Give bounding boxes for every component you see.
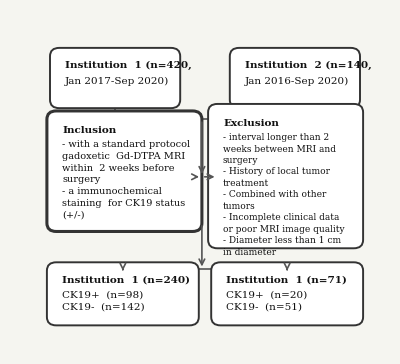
Text: Institution  1 (n=240): Institution 1 (n=240) — [62, 276, 190, 285]
FancyBboxPatch shape — [211, 262, 363, 325]
Text: Institution  1 (n=71): Institution 1 (n=71) — [226, 276, 347, 285]
Text: Exclusion: Exclusion — [223, 119, 279, 127]
FancyBboxPatch shape — [50, 48, 180, 108]
Text: Jan 2016-Sep 2020): Jan 2016-Sep 2020) — [245, 77, 349, 86]
Text: - interval longer than 2
weeks between MRI and
surgery
- History of local tumor
: - interval longer than 2 weeks between M… — [223, 133, 345, 257]
Text: CK19+  (n=98)
CK19-  (n=142): CK19+ (n=98) CK19- (n=142) — [62, 290, 144, 311]
Text: Inclusion: Inclusion — [62, 126, 117, 135]
FancyBboxPatch shape — [208, 104, 363, 248]
FancyBboxPatch shape — [230, 48, 360, 108]
Text: Institution  2 (n=140,: Institution 2 (n=140, — [245, 62, 372, 71]
Text: - with a standard protocol
gadoxetic  Gd-DTPA MRI
within  2 weeks before
surgery: - with a standard protocol gadoxetic Gd-… — [62, 140, 190, 220]
FancyBboxPatch shape — [47, 111, 202, 232]
Text: Institution  1 (n=420,: Institution 1 (n=420, — [65, 62, 192, 71]
FancyBboxPatch shape — [47, 262, 199, 325]
Text: CK19+  (n=20)
CK19-  (n=51): CK19+ (n=20) CK19- (n=51) — [226, 290, 307, 311]
Text: Jan 2017-Sep 2020): Jan 2017-Sep 2020) — [65, 77, 169, 86]
